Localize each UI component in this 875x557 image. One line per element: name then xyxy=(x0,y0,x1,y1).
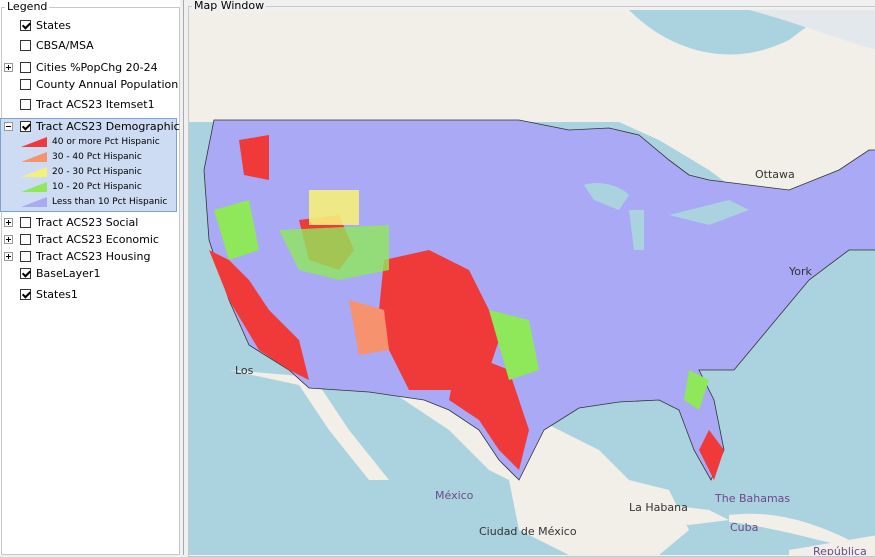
checkbox[interactable] xyxy=(20,62,31,73)
class-label: 10 - 20 Pct Hispanic xyxy=(52,182,142,192)
checkbox[interactable] xyxy=(20,234,31,245)
map-label: México xyxy=(435,489,474,502)
layer-name: Tract ACS23 Social xyxy=(36,216,139,229)
layer-name: CBSA/MSA xyxy=(36,39,94,52)
layer-name: States xyxy=(36,19,71,32)
legend-title: Legend xyxy=(5,0,50,13)
class-label: 20 - 30 Pct Hispanic xyxy=(52,167,142,177)
class-swatch xyxy=(21,167,47,177)
map-label: The Bahamas xyxy=(714,492,790,505)
class-label: 40 or more Pct Hispanic xyxy=(52,137,160,147)
layer-name: Tract ACS23 Housing xyxy=(36,250,151,263)
checkbox[interactable] xyxy=(20,121,31,132)
checkbox[interactable] xyxy=(20,40,31,51)
map-label: York xyxy=(788,265,813,278)
layer-name: States1 xyxy=(36,288,78,301)
selected-layer xyxy=(0,118,177,212)
checkbox[interactable] xyxy=(20,268,31,279)
class-swatch xyxy=(21,137,47,147)
map-label: Ciudad de México xyxy=(479,525,577,538)
expander[interactable] xyxy=(4,218,13,227)
layer-name: County Annual Population xyxy=(36,78,179,91)
layer-name: Tract ACS23 Itemset1 xyxy=(36,98,155,111)
map-group: Ottawa York Los México La Habana The Bah… xyxy=(188,6,875,557)
checkbox[interactable] xyxy=(20,20,31,31)
map-window-title: Map Window xyxy=(192,0,267,12)
map-label: Ottawa xyxy=(755,168,795,181)
class-swatch xyxy=(21,197,47,207)
map-window: Ottawa York Los México La Habana The Bah… xyxy=(183,0,875,557)
expander[interactable] xyxy=(4,235,13,244)
map[interactable]: Ottawa York Los México La Habana The Bah… xyxy=(189,10,875,555)
checkbox[interactable] xyxy=(20,289,31,300)
map-label: La Habana xyxy=(629,501,688,514)
layer-name: Tract ACS23 Demographic xyxy=(36,120,180,133)
legend-panel: Legend States CBSA/MSA Cities %PopChg 20-2… xyxy=(0,0,180,555)
layer-name: Tract ACS23 Economic xyxy=(36,233,159,246)
map-label: República xyxy=(813,545,867,555)
checkbox[interactable] xyxy=(20,79,31,90)
class-swatch xyxy=(21,152,47,162)
class-label: Less than 10 Pct Hispanic xyxy=(52,197,168,207)
map-label: Los xyxy=(235,364,254,377)
checkbox[interactable] xyxy=(20,251,31,262)
expander[interactable] xyxy=(4,252,13,261)
expander[interactable] xyxy=(4,63,13,72)
checkbox[interactable] xyxy=(20,217,31,228)
layer-name: BaseLayer1 xyxy=(36,267,101,280)
expander[interactable] xyxy=(4,122,13,131)
class-swatch xyxy=(21,182,47,192)
layer-name: Cities %PopChg 20-24 xyxy=(36,61,158,74)
map-label: Cuba xyxy=(730,521,758,534)
checkbox[interactable] xyxy=(20,99,31,110)
class-label: 30 - 40 Pct Hispanic xyxy=(52,152,142,162)
